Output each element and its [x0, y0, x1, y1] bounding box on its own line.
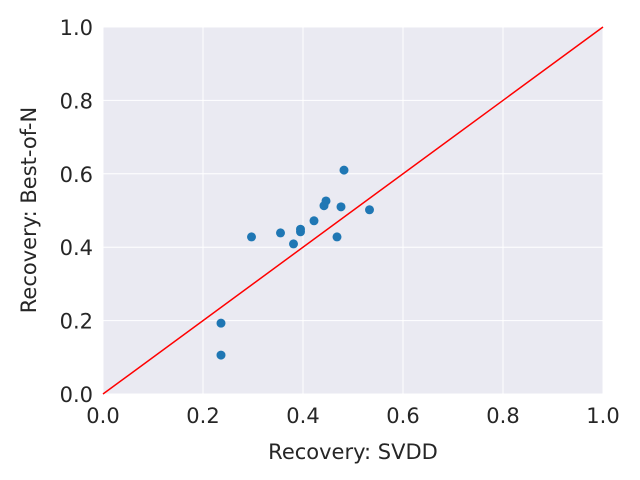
data-point	[309, 216, 319, 226]
y-tick-label: 0.4	[60, 236, 93, 260]
x-tick-labels: 0.0 0.2 0.4 0.6 0.8 1.0	[86, 404, 619, 428]
x-tick-label: 0.4	[286, 404, 319, 428]
y-tick-label: 1.0	[60, 16, 93, 40]
x-axis-label: Recovery: SVDD	[268, 440, 438, 464]
data-point	[339, 165, 349, 175]
y-tick-label: 0.2	[60, 310, 93, 334]
y-axis-label: Recovery: Best-of-N	[17, 107, 41, 313]
x-tick-label: 0.6	[386, 404, 419, 428]
y-tick-label: 0.6	[60, 163, 93, 187]
data-point	[332, 232, 342, 242]
data-point	[296, 227, 305, 237]
x-tick-label: 0.0	[86, 404, 119, 428]
y-tick-labels: 0.0 0.2 0.4 0.6 0.8 1.0	[60, 16, 93, 407]
data-point	[289, 239, 298, 249]
grid-lines	[102, 26, 604, 395]
x-tick-label: 1.0	[586, 404, 619, 428]
data-point	[247, 232, 256, 242]
data-point	[216, 350, 226, 360]
x-tick-label: 0.8	[486, 404, 519, 428]
data-point	[276, 228, 285, 238]
reference-line-y-equals-x	[102, 26, 604, 395]
y-tick-label: 0.8	[60, 89, 93, 113]
data-point	[336, 202, 346, 212]
x-tick-label: 0.2	[186, 404, 219, 428]
data-point	[321, 196, 331, 206]
y-tick-label: 0.0	[60, 383, 93, 407]
data-points	[216, 165, 374, 360]
data-point	[216, 318, 226, 328]
data-point	[365, 205, 374, 215]
